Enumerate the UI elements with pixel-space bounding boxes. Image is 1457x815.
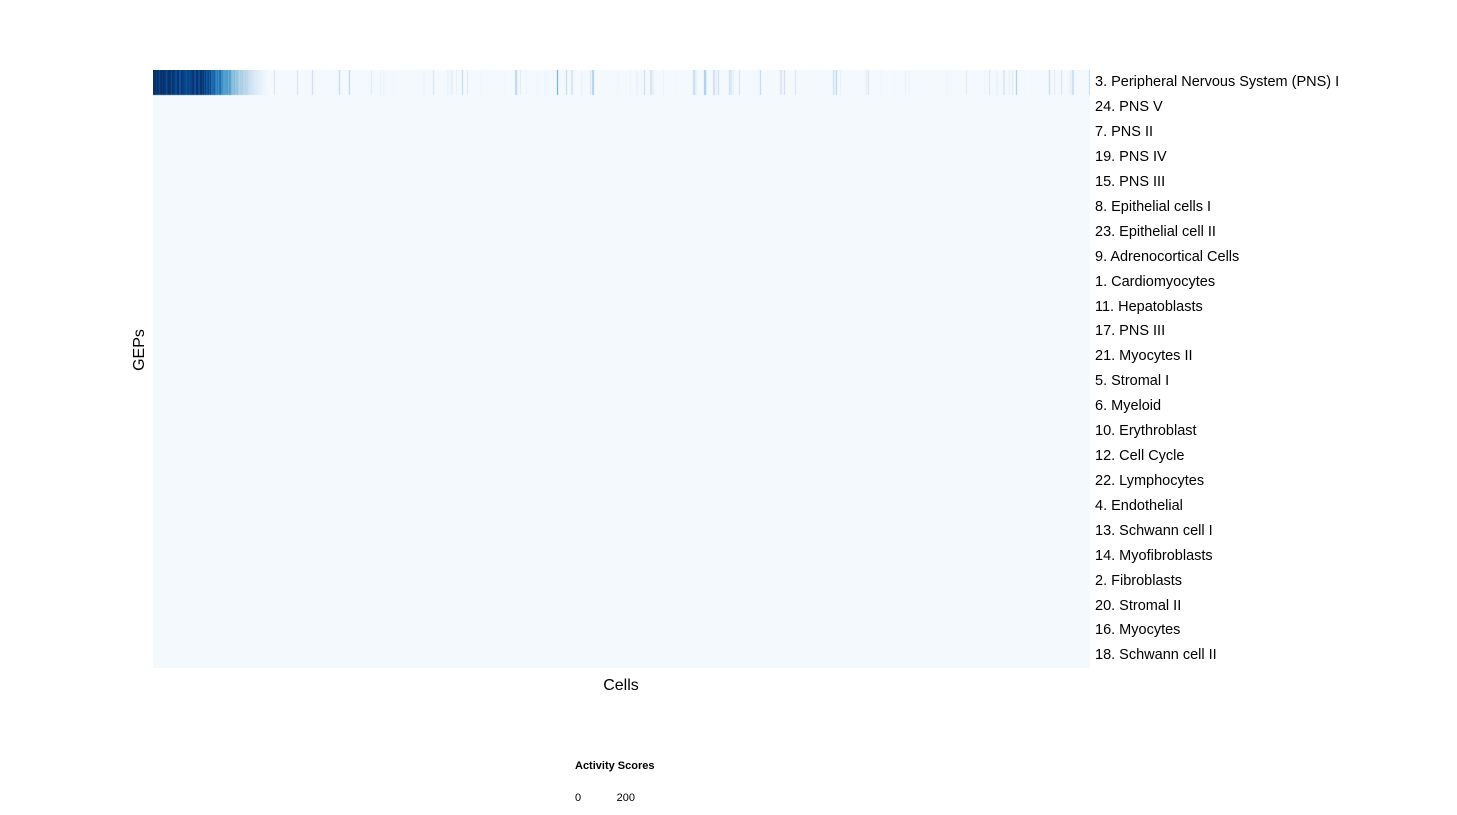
row-label: 13. Schwann cell I bbox=[1095, 522, 1213, 539]
row-label: 23. Epithelial cell II bbox=[1095, 223, 1216, 240]
x-axis-label: Cells bbox=[603, 677, 639, 694]
row-label: 5. Stromal I bbox=[1095, 373, 1170, 390]
legend-max-tick: 200 bbox=[616, 792, 635, 804]
y-axis-label: GEPs bbox=[131, 329, 148, 371]
row-label: 2. Fibroblasts bbox=[1095, 572, 1183, 589]
row-label: 21. Myocytes II bbox=[1095, 348, 1193, 365]
row-label: 10. Erythroblast bbox=[1095, 423, 1197, 440]
row-label: 6. Myeloid bbox=[1095, 398, 1162, 415]
row-label: 1. Cardiomyocytes bbox=[1095, 273, 1216, 290]
row-label: 11. Hepatoblasts bbox=[1095, 298, 1203, 315]
row-label: 24. PNS V bbox=[1095, 99, 1163, 116]
row-label: 8. Epithelial cells I bbox=[1095, 198, 1212, 215]
legend-min-tick: 0 bbox=[575, 792, 582, 804]
heatmap-plot-area bbox=[153, 70, 1090, 668]
legend-title: Activity Scores bbox=[575, 760, 655, 772]
row-label: 12. Cell Cycle bbox=[1095, 448, 1185, 465]
legend-ticks: 0 200 bbox=[575, 792, 635, 804]
row-label: 15. PNS III bbox=[1095, 173, 1166, 190]
legend-gradient-bar bbox=[575, 775, 632, 790]
row-label: 18. Schwann cell II bbox=[1095, 647, 1217, 664]
row-label: 17. PNS III bbox=[1095, 323, 1166, 340]
row-labels: 3. Peripheral Nervous System (PNS) I 24. … bbox=[1095, 70, 1450, 668]
colorbar-legend: Activity Scores 0 200 bbox=[575, 760, 695, 804]
row-label: 20. Stromal II bbox=[1095, 597, 1182, 614]
row-label: 22. Lymphocytes bbox=[1095, 472, 1205, 489]
row-label: 16. Myocytes bbox=[1095, 622, 1181, 639]
heatmap-canvas bbox=[153, 70, 1090, 668]
row-label: 14. Myofibroblasts bbox=[1095, 547, 1213, 564]
row-label: 4. Endothelial bbox=[1095, 497, 1183, 514]
row-label: 7. PNS II bbox=[1095, 124, 1154, 141]
row-label: 3. Peripheral Nervous System (PNS) I bbox=[1095, 74, 1340, 91]
row-label: 19. PNS IV bbox=[1095, 148, 1167, 165]
row-label: 9. Adrenocortical Cells bbox=[1095, 248, 1240, 265]
